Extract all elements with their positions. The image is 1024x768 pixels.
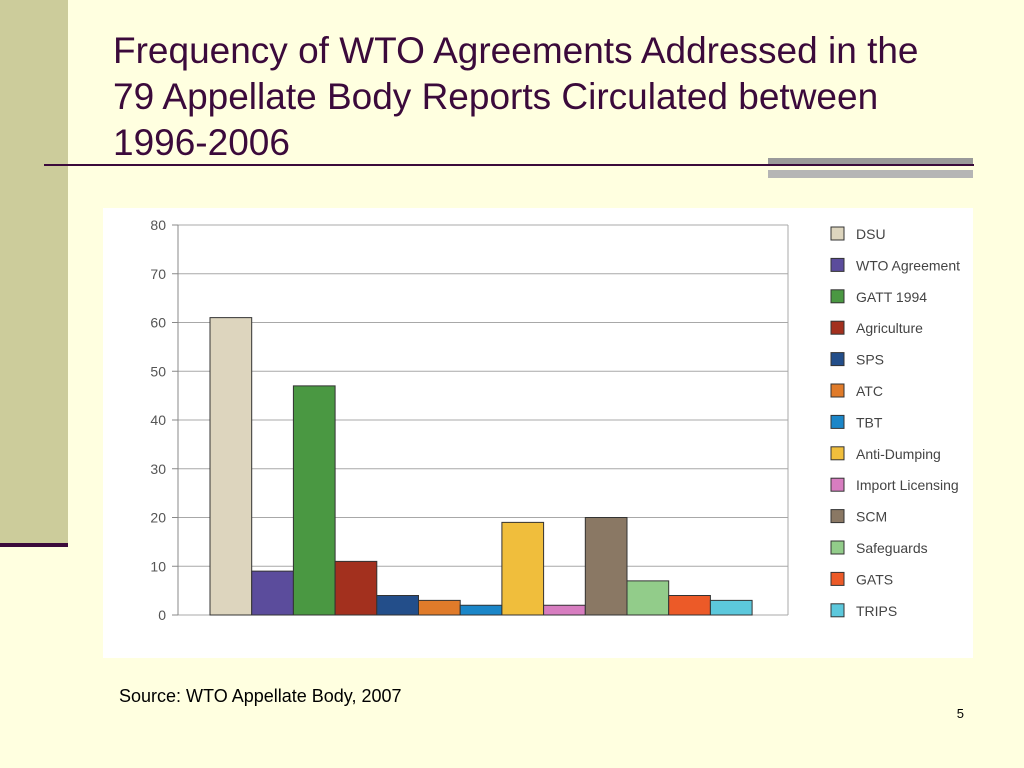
legend-label: GATS (856, 571, 893, 587)
bar-scm (584, 517, 628, 616)
grid-layer (172, 224, 789, 616)
bars (209, 317, 753, 616)
y-tick-label: 60 (150, 315, 166, 331)
bar-gats (668, 595, 711, 616)
legend-label: TBT (856, 414, 883, 430)
legend-label: SCM (856, 509, 887, 525)
source-note: Source: WTO Appellate Body, 2007 (119, 686, 402, 706)
legend-swatch (830, 257, 845, 272)
bar-chart: 0 10 20 30 40 50 60 70 80 DSU WTO Agreement GATT 1… (150, 217, 960, 623)
legend-swatch (830, 414, 845, 429)
y-tick-label: 80 (150, 217, 166, 233)
legend-label: ATC (856, 383, 883, 399)
legend-swatch (830, 571, 845, 586)
y-tick-label: 30 (150, 461, 166, 477)
y-tick-label: 70 (150, 266, 166, 282)
legend-swatch (830, 603, 845, 618)
legend-swatch (830, 320, 845, 335)
bar-dsu (209, 317, 253, 616)
legend-label: DSU (856, 226, 886, 242)
bar-anti-dumping (501, 521, 545, 616)
slide-title: Frequency of WTO Agreements Addressed in… (113, 30, 919, 163)
legend-swatch (830, 226, 845, 241)
legend-swatch (830, 477, 845, 492)
legend-swatch (830, 509, 845, 524)
legend-swatch (830, 289, 845, 304)
bar-wto-agreement (251, 570, 294, 616)
legend-label: Import Licensing (856, 477, 959, 493)
legend-label: TRIPS (856, 603, 897, 619)
legend: DSU WTO Agreement GATT 1994 Agriculture SPS A… (830, 226, 960, 619)
left-accent-line (0, 543, 68, 547)
title-divider (44, 164, 974, 166)
y-tick-label: 40 (150, 412, 166, 428)
bar-tbt (459, 604, 503, 616)
legend-swatch (830, 446, 845, 461)
legend-label: WTO Agreement (856, 257, 960, 273)
decorative-gray-bar (768, 158, 973, 164)
bar-safeguards (626, 580, 670, 616)
bar-gatt-1994 (292, 385, 336, 616)
legend-label: GATT 1994 (856, 289, 927, 305)
page-number: 5 (956, 706, 964, 721)
bar-atc (418, 599, 461, 616)
legend-swatch (830, 383, 845, 398)
y-axis-ticks: 0 10 20 30 40 50 60 70 80 (150, 217, 166, 623)
legend-swatch (830, 352, 845, 367)
legend-label: Safeguards (856, 540, 928, 556)
y-tick-label: 10 (150, 558, 166, 574)
bar-trips (709, 599, 753, 616)
y-tick-label: 50 (150, 363, 166, 379)
left-accent-bar (0, 0, 68, 546)
chart-panel: 0 10 20 30 40 50 60 70 80 DSU WTO Agreement GATT 1… (103, 208, 973, 658)
legend-label: Agriculture (856, 320, 923, 336)
bar-sps (376, 595, 419, 616)
bar-agriculture (334, 560, 378, 616)
legend-label: SPS (856, 352, 884, 368)
bar-import-licensing (543, 604, 586, 616)
y-tick-label: 20 (150, 510, 166, 526)
y-tick-label: 0 (158, 607, 166, 623)
decorative-gray-bar (768, 170, 973, 178)
legend-swatch (830, 540, 845, 555)
legend-label: Anti-Dumping (856, 446, 941, 462)
